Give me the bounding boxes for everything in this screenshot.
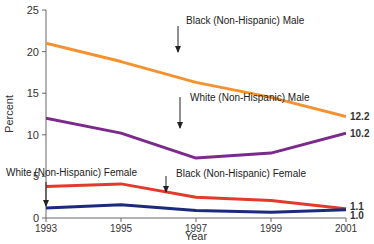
annotation-arrow (166, 176, 167, 192)
series-name: Black (Non-Hispanic) Male (186, 15, 305, 26)
y-tick-label: 10 (27, 129, 39, 141)
series-name: White (Non-Hispanic) Male (190, 92, 310, 103)
y-tick (42, 93, 46, 94)
series-name: White (Non-Hispanic) Female (6, 167, 138, 178)
y-axis-label: Percent (3, 95, 15, 133)
x-tick-label: 1999 (260, 223, 283, 234)
x-tick-label: 2001 (335, 223, 358, 234)
series-line (46, 118, 346, 158)
x-tick (121, 218, 122, 222)
plot-area (46, 43, 346, 212)
series-line (46, 43, 346, 116)
y-tick-label: 25 (27, 4, 39, 16)
x-tick-label: 1993 (35, 223, 58, 234)
y-axis (46, 10, 47, 218)
series-name: Black (Non-Hispanic) Female (176, 168, 306, 179)
annotation-arrow (180, 97, 181, 128)
chart: 051015202519931995199719992001YearPercen… (0, 0, 374, 244)
y-tick (42, 10, 46, 11)
y-tick-label: 15 (27, 87, 39, 99)
data-label: 12.2 (350, 111, 370, 122)
x-tick-label: 1995 (110, 223, 133, 234)
data-label: 10.2 (350, 128, 370, 139)
y-tick (42, 218, 46, 219)
y-tick (42, 134, 46, 135)
data-label: 1.0 (350, 210, 364, 221)
x-axis-label: Year (185, 230, 208, 242)
x-tick (346, 218, 347, 222)
x-tick (46, 218, 47, 222)
annotation-arrow (46, 182, 47, 206)
y-tick (42, 51, 46, 52)
x-tick (196, 218, 197, 222)
annotation-arrow (178, 26, 179, 52)
x-tick (271, 218, 272, 222)
y-tick-label: 20 (27, 46, 39, 58)
series-line (46, 205, 346, 212)
